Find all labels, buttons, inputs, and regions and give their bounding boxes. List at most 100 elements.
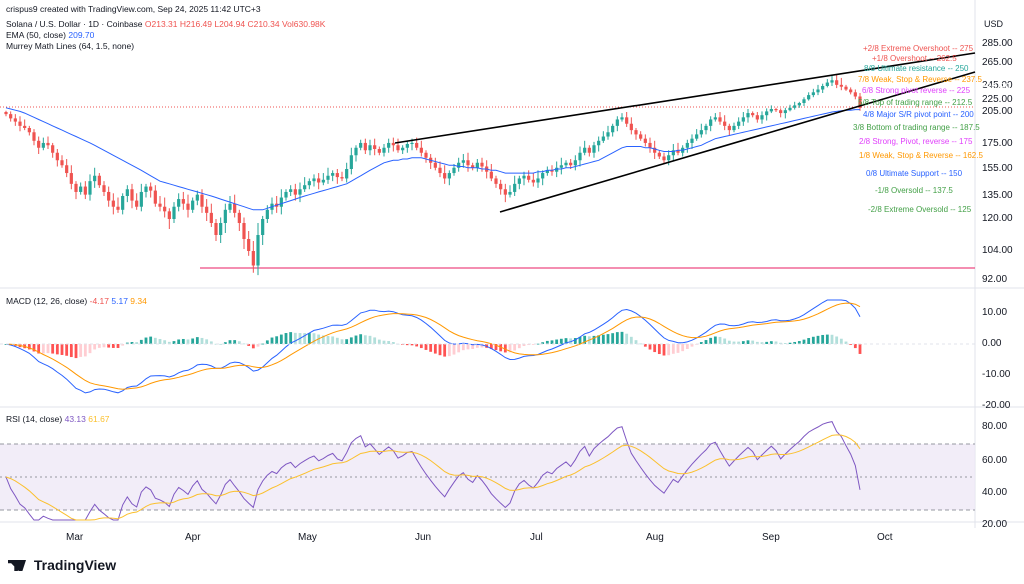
price-tick-6: 155.00 <box>982 163 1013 174</box>
macd-hist-bar <box>620 331 624 344</box>
candle-body <box>312 178 316 182</box>
rsi-tick-1: 60.00 <box>982 455 1008 466</box>
time-tick-jul: Jul <box>530 532 543 543</box>
candle-body <box>107 191 111 201</box>
murrey-line-p1: +1/8 Overshoot -- 262.5 <box>872 54 957 63</box>
macd-hist-bar <box>345 339 349 344</box>
candle-body <box>695 134 699 139</box>
candle-body <box>811 92 815 96</box>
macd-hist-bar <box>592 335 596 344</box>
candle-body <box>629 123 633 131</box>
macd-hist-bar <box>718 336 722 344</box>
macd-hist-bar <box>774 341 778 344</box>
macd-hist-bar <box>363 335 367 344</box>
candle-body <box>298 189 302 195</box>
candle-body <box>307 181 311 186</box>
candle-body <box>41 142 45 148</box>
macd-histogram <box>4 331 862 359</box>
murrey-legend[interactable]: Murrey Math Lines (64, 1.5, none) <box>6 41 135 51</box>
candle-body <box>387 142 391 148</box>
candle-body <box>555 167 559 172</box>
macd-hist-bar <box>424 344 428 350</box>
candle-body <box>461 160 465 163</box>
macd-hist-bar <box>209 341 213 344</box>
macd-hist-bar <box>662 344 666 356</box>
macd-hist-bar <box>135 342 139 344</box>
rsi-value: 43.13 <box>64 414 86 424</box>
macd-hist-bar <box>830 334 834 344</box>
macd-signal-value: 9.34 <box>130 296 147 306</box>
macd-hist-bar <box>167 341 171 344</box>
macd-hist-bar <box>139 339 143 344</box>
macd-hist-bar <box>839 338 843 344</box>
candle-body <box>195 194 199 201</box>
macd-hist-bar <box>172 341 176 344</box>
macd-hist-bar <box>331 336 335 344</box>
candle-body <box>816 89 820 93</box>
rsi-tick-2: 40.00 <box>982 487 1008 498</box>
currency-label: USD <box>984 19 1004 29</box>
tradingview-logo[interactable]: TradingView <box>8 557 116 573</box>
macd-hist-bar <box>83 344 87 357</box>
rsi-legend[interactable]: RSI (14, close) 43.13 61.67 <box>6 414 110 424</box>
macd-hist-bar <box>97 344 101 348</box>
symbol-title[interactable]: Solana / U.S. Dollar · 1D · Coinbase <box>6 19 143 29</box>
macd-hist-bar <box>835 336 839 344</box>
candle-body <box>508 191 512 195</box>
time-tick-jun: Jun <box>415 532 432 543</box>
macd-hist-bar <box>461 344 465 351</box>
macd-hist-bar <box>429 344 433 352</box>
macd-hist-bar <box>354 335 358 344</box>
candle-body <box>335 173 339 178</box>
macd-hist-bar <box>811 336 815 344</box>
macd-hist-bar <box>242 343 246 345</box>
ema-legend[interactable]: EMA (50, close) 209.70 <box>6 30 94 40</box>
macd-hist-bar <box>289 332 293 344</box>
candle-body <box>643 138 647 143</box>
murrey-line-5: 5/8 Top of trading range -- 212.5 <box>858 98 973 107</box>
candle-body <box>746 113 750 118</box>
price-tick-10: 92.00 <box>982 274 1008 285</box>
macd-hist-bar <box>704 340 708 344</box>
time-tick-aug: Aug <box>646 532 664 543</box>
candle-body <box>765 111 769 116</box>
rsi-label: RSI (14, close) <box>6 414 63 424</box>
macd-hist-bar <box>779 342 783 344</box>
candle-body <box>573 160 577 166</box>
candle-body <box>564 162 568 166</box>
candle-body <box>858 96 862 108</box>
price-tick-2: 245.00 <box>982 80 1013 91</box>
macd-legend[interactable]: MACD (12, 26, close) -4.17 5.17 9.34 <box>6 296 147 306</box>
murrey-line-1: 1/8 Weak, Stop & Reverse -- 162.5 <box>859 151 983 160</box>
price-tick-4: 205.00 <box>982 106 1013 117</box>
macd-hist-bar <box>121 344 125 346</box>
candle-body <box>83 186 87 195</box>
macd-hist-bar <box>335 337 339 344</box>
macd-hist-bar <box>536 343 540 345</box>
candle-body <box>228 203 232 210</box>
macd-tick-3: -20.00 <box>982 400 1011 411</box>
candle-body <box>634 130 638 135</box>
macd-hist-bar <box>391 342 395 344</box>
candle-body <box>167 211 171 219</box>
candle-body <box>125 189 129 196</box>
macd-hist-bar <box>321 335 325 344</box>
macd-hist-bar <box>261 343 265 345</box>
macd-hist-bar <box>200 337 204 344</box>
macd-hist-bar <box>79 344 83 357</box>
candle-body <box>242 223 246 239</box>
candle-body <box>326 175 330 180</box>
author-line: crispus9 created with TradingView.com, S… <box>6 4 261 14</box>
candle-body <box>737 121 741 126</box>
candle-body <box>835 80 839 85</box>
macd-hist-bar <box>765 341 769 344</box>
candle-body <box>163 206 167 212</box>
candle-body <box>517 178 521 184</box>
macd-hist-bar <box>853 344 857 349</box>
macd-hist-bar <box>368 335 372 344</box>
macd-hist-bar <box>219 343 223 345</box>
candle-body <box>121 196 125 210</box>
macd-hist-bar <box>709 337 713 344</box>
candle-body <box>657 152 661 157</box>
